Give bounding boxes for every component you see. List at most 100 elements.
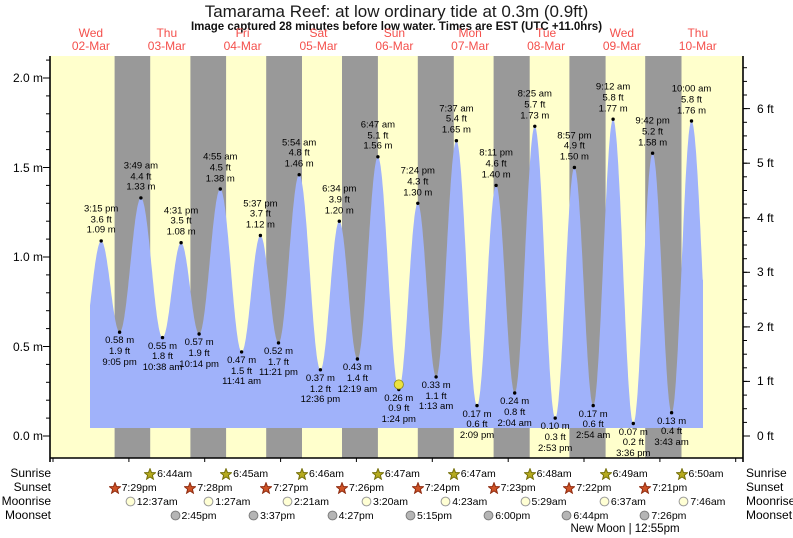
sunset-marker: 7:27pm	[260, 481, 308, 494]
moonrise-circle-icon	[678, 496, 689, 507]
sunset-time: 7:29pm	[121, 481, 157, 494]
moonrise-time: 5:29am	[531, 495, 567, 508]
tide-extreme-dot	[591, 403, 595, 408]
sunrise-marker: 6:50am	[675, 467, 724, 480]
day-label: Thu 10-Mar	[678, 26, 717, 53]
moonrise-row-label-right: Moonrise	[746, 494, 793, 508]
low-tide-annotation: 0.43 m 1.4 ft 12:19 am	[337, 362, 378, 395]
moonset-circle-icon	[327, 510, 337, 521]
moonrise-circle-icon	[282, 496, 293, 507]
sunset-star-icon	[639, 481, 652, 494]
tide-extreme-dot	[669, 411, 674, 415]
moonset-circle-icon	[405, 510, 416, 521]
moonset-marker: 6:44pm	[561, 509, 608, 522]
low-tide-annotation: 0.13 m 0.4 ft 3:43 am	[654, 415, 689, 449]
high-tide-annotation: 3:49 am 4.4 ft 1.33 m	[123, 160, 159, 194]
low-tide-annotation: 0.07 m 0.2 ft 3:36 pm	[616, 426, 651, 460]
sunset-star-icon	[563, 481, 576, 494]
moonset-marker: 5:15pm	[405, 509, 452, 522]
right-axis-tick-label: 5 ft	[757, 156, 774, 171]
moonrise-time: 7:46am	[690, 495, 726, 508]
current-time-marker	[393, 379, 404, 390]
sunrise-star-icon	[675, 467, 688, 480]
sunset-row-label-left: Sunset	[13, 480, 51, 494]
moonset-circle-icon	[248, 510, 259, 521]
low-tide-annotation: 0.24 m 0.8 ft 2:04 am	[497, 396, 532, 429]
high-tide-annotation: 6:47 am 5.1 ft 1.56 m	[360, 119, 396, 152]
low-tide-annotation: 0.58 m 1.9 ft 9:05 pm	[102, 335, 137, 368]
day-label: Wed 09-Mar	[602, 26, 641, 53]
moonrise-circle-icon	[125, 496, 136, 507]
chart-title: Tamarama Reef: at low ordinary tide at 0…	[204, 2, 589, 21]
low-tide-annotation: 0.17 m 0.6 ft 2:54 am	[576, 408, 611, 442]
tide-extreme-dot	[434, 375, 438, 379]
sunrise-star-icon	[296, 467, 308, 480]
sunset-marker: 7:28pm	[184, 481, 232, 494]
left-axis-tick-label: 1.0 m	[12, 250, 43, 264]
sunset-time: 7:23pm	[500, 481, 536, 494]
high-tide-annotation: 9:12 am 5.8 ft 1.77 m	[595, 81, 631, 115]
moonrise-time: 3:20am	[373, 495, 409, 508]
tide-extreme-dot	[553, 416, 557, 420]
moonrise-marker: 1:27am	[203, 495, 250, 508]
low-tide-annotation: 0.33 m 1.1 ft 1:13 am	[418, 379, 454, 413]
sunset-star-icon	[411, 481, 424, 494]
moonrise-time: 12:37am	[136, 495, 178, 508]
low-tide-annotation: 0.10 m 0.3 ft 2:53 pm	[538, 421, 573, 454]
moonset-time: 3:37pm	[260, 509, 296, 522]
sunset-marker: 7:29pm	[108, 481, 157, 494]
tide-extreme-dot	[297, 173, 301, 177]
right-axis-tick-label: 1 ft	[757, 374, 774, 389]
moonrise-row-label-left: Moonrise	[1, 494, 51, 508]
sunset-time: 7:24pm	[424, 481, 460, 494]
sunrise-row-label-right: Sunrise	[746, 466, 787, 480]
day-label: Sun 06-Mar	[375, 26, 414, 53]
tide-extreme-dot	[631, 421, 635, 426]
moonrise-marker: 2:21am	[282, 495, 329, 508]
new-moon-note: New Moon | 12:55pm	[570, 523, 680, 535]
sunrise-time: 6:47am	[384, 467, 420, 480]
moonset-circle-icon	[639, 510, 650, 521]
moonrise-marker: 7:46am	[678, 495, 725, 508]
sunset-marker: 7:22pm	[563, 481, 611, 494]
right-axis-tick-label: 6 ft	[757, 101, 774, 116]
moonrise-marker: 12:37am	[125, 495, 178, 508]
chart-subtitle: Image captured 28 minutes before low wat…	[190, 21, 603, 33]
sunset-time: 7:21pm	[652, 481, 688, 494]
right-axis-tick-label: 2 ft	[757, 319, 774, 334]
moonrise-time: 6:37am	[610, 495, 646, 508]
high-tide-annotation: 5:37 pm 3.7 ft 1.12 m	[243, 198, 278, 231]
moonrise-marker: 4:23am	[440, 495, 487, 508]
sunset-star-icon	[336, 481, 348, 494]
moonset-marker: 3:37pm	[248, 509, 295, 522]
tide-extreme-dot	[650, 151, 655, 155]
moonrise-time: 4:23am	[452, 495, 488, 508]
sunrise-marker: 6:48am	[523, 467, 572, 480]
moonset-circle-icon	[561, 510, 572, 521]
sunset-star-icon	[184, 481, 197, 494]
moonrise-time: 1:27am	[215, 495, 251, 508]
high-tide-annotation: 8:25 am 5.7 ft 1.73 m	[517, 88, 552, 122]
tide-extreme-dot	[117, 330, 122, 334]
tide-extreme-dot	[139, 196, 143, 200]
high-tide-annotation: 9:42 pm 5.2 ft 1.58 m	[635, 115, 670, 149]
left-axis-tick-label: 2.0 m	[12, 71, 43, 85]
sunrise-time: 6:47am	[460, 467, 496, 480]
tide-extreme-dot	[337, 219, 341, 223]
moonset-circle-icon	[483, 510, 494, 521]
high-tide-annotation: 3:15 pm 3.6 ft 1.09 m	[84, 203, 119, 237]
day-label: Sat 05-Mar	[299, 26, 338, 53]
day-label: Thu 03-Mar	[147, 26, 186, 53]
tide-extreme-dot	[475, 403, 479, 408]
sunset-star-icon	[260, 481, 273, 494]
sunset-time: 7:27pm	[273, 481, 309, 494]
moonset-time: 7:26pm	[651, 509, 687, 522]
moonset-marker: 7:26pm	[639, 509, 686, 522]
low-tide-annotation: 0.37 m 1.2 ft 12:36 pm	[300, 372, 341, 406]
high-tide-annotation: 8:11 pm 4.6 ft 1.40 m	[479, 148, 513, 181]
tide-extreme-dot	[218, 187, 222, 191]
sunrise-marker: 6:44am	[144, 467, 192, 480]
tide-extreme-dot	[572, 165, 577, 170]
